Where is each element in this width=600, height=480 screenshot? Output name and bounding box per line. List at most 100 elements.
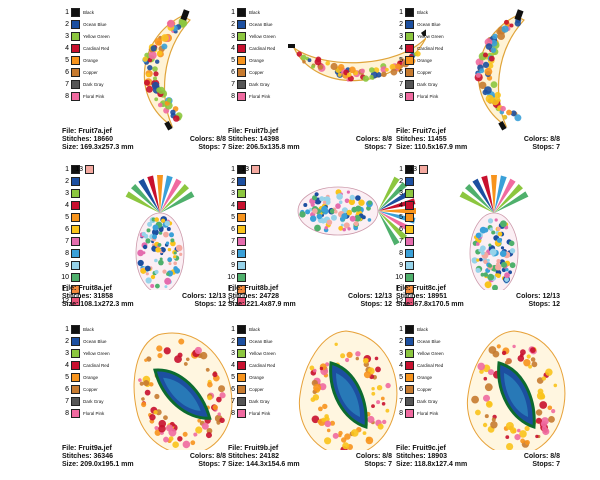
color-name: Orange — [417, 375, 433, 380]
flower-dot — [319, 196, 325, 202]
flower-dot — [509, 23, 514, 28]
flower-dot — [346, 190, 350, 194]
flower-dot — [156, 345, 163, 352]
flower-dot — [492, 350, 500, 358]
color-swatch — [237, 80, 246, 89]
flower-dot — [479, 226, 487, 234]
flower-dot — [326, 219, 333, 226]
info-left: Size: 221.4x87.9 mm — [228, 301, 296, 309]
flower-dot — [344, 433, 351, 440]
flower-dot — [540, 420, 547, 428]
color-number: 5 — [231, 374, 235, 381]
color-number: 4 — [399, 45, 403, 52]
color-swatch — [71, 20, 80, 29]
flower-dot — [177, 352, 183, 358]
info-right: Colors: 12/13 — [182, 293, 226, 301]
color-number: 5 — [65, 214, 69, 221]
color-name: Dark Gray — [417, 82, 438, 87]
info-label: Colors: — [355, 453, 381, 460]
info-value: 118.8x127.4 mm — [414, 461, 468, 468]
color-swatch — [237, 337, 246, 346]
flower-dot — [303, 203, 308, 207]
color-number: 5 — [399, 214, 403, 221]
design-info: File: Fruit8a.jef Stitches: 31858 Colors: … — [62, 285, 232, 309]
color-number: 3 — [399, 190, 403, 197]
design-info: File: Fruit7c.jef Stitches: 11455 Colors: … — [396, 128, 566, 152]
info-value: 7 — [388, 144, 392, 151]
flower-dot — [141, 231, 146, 237]
flower-dot — [510, 110, 517, 117]
flower-dot — [504, 272, 510, 279]
color-number: 4 — [231, 362, 235, 369]
flower-dot — [219, 392, 226, 399]
flower-dot — [471, 257, 478, 264]
banana-stem — [180, 9, 190, 21]
flower-dot — [530, 357, 536, 362]
flower-dot — [353, 221, 359, 227]
info-line: File: Fruit7c.jef — [396, 128, 566, 136]
flower-dot — [528, 364, 532, 369]
info-right: Stops: 7 — [532, 144, 560, 152]
flower-dot — [531, 361, 538, 368]
design-preview — [142, 9, 191, 131]
flower-dot — [494, 218, 498, 222]
flower-dot — [312, 208, 318, 214]
color-number: 9 — [231, 262, 235, 269]
info-right: Stops: 12 — [528, 301, 560, 309]
flower-dot — [179, 252, 183, 256]
flower-dot — [485, 400, 493, 408]
flower-dot — [313, 383, 322, 392]
color-name: Cardinal Red — [417, 46, 444, 51]
color-number: 7 — [231, 238, 235, 245]
info-value: 8/8 — [216, 453, 226, 460]
flower-dot — [153, 71, 159, 77]
info-value: 18903 — [427, 453, 447, 460]
color-name: Yellow Green — [249, 34, 276, 39]
flower-dot — [500, 220, 507, 228]
flower-dot — [173, 115, 180, 122]
flower-dot — [199, 351, 208, 360]
color-number: 11 — [61, 286, 69, 293]
info-value: 12 — [218, 301, 226, 308]
flower-dot — [490, 81, 498, 88]
color-number: 2 — [231, 338, 235, 345]
color-swatch — [71, 337, 80, 346]
color-number: 5 — [231, 214, 235, 221]
flower-dot — [360, 68, 365, 74]
info-right: Colors: 8/8 — [524, 136, 560, 144]
color-number: 12 — [227, 298, 235, 305]
color-name: Yellow Green — [417, 34, 444, 39]
info-value: 206.5x135.8 mm — [246, 144, 300, 151]
color-swatch — [237, 68, 246, 77]
flower-dot — [147, 221, 153, 227]
color-number: 9 — [399, 262, 403, 269]
flower-dot — [355, 195, 361, 201]
flower-dot — [173, 251, 177, 255]
flower-dot — [157, 352, 163, 359]
design-info: File: Fruit8b.jef Stitches: 24728 Colors: … — [228, 285, 398, 309]
flower-dot — [155, 247, 161, 253]
color-swatch — [419, 165, 428, 174]
flower-dot — [491, 230, 496, 235]
color-swatch — [405, 32, 414, 41]
flower-dot — [354, 215, 361, 222]
flower-dot — [495, 263, 502, 271]
flower-dot — [322, 403, 328, 410]
color-swatch — [405, 409, 414, 418]
info-value: 31858 — [93, 293, 113, 300]
design-cell-5: 1 2 3 4 5 6 7 8 9 10 11 12 13 File: Fruit8b.jef Stitch… — [227, 165, 416, 315]
color-swatch — [405, 285, 414, 294]
flower-dot — [535, 417, 542, 424]
color-number: 2 — [399, 338, 403, 345]
color-number: 4 — [65, 362, 69, 369]
flower-dot — [488, 55, 495, 62]
info-line: Stitches: 24728 Colors: 12/13 — [228, 293, 398, 301]
flower-dot — [154, 38, 163, 46]
flower-dot — [351, 206, 358, 213]
color-name: Yellow Green — [417, 351, 444, 356]
flower-dot — [488, 369, 494, 376]
flower-dot — [483, 394, 490, 402]
info-left: File: Fruit9c.jef — [396, 445, 446, 453]
flower-dot — [153, 76, 157, 81]
color-name: Ocean Blue — [83, 339, 107, 344]
